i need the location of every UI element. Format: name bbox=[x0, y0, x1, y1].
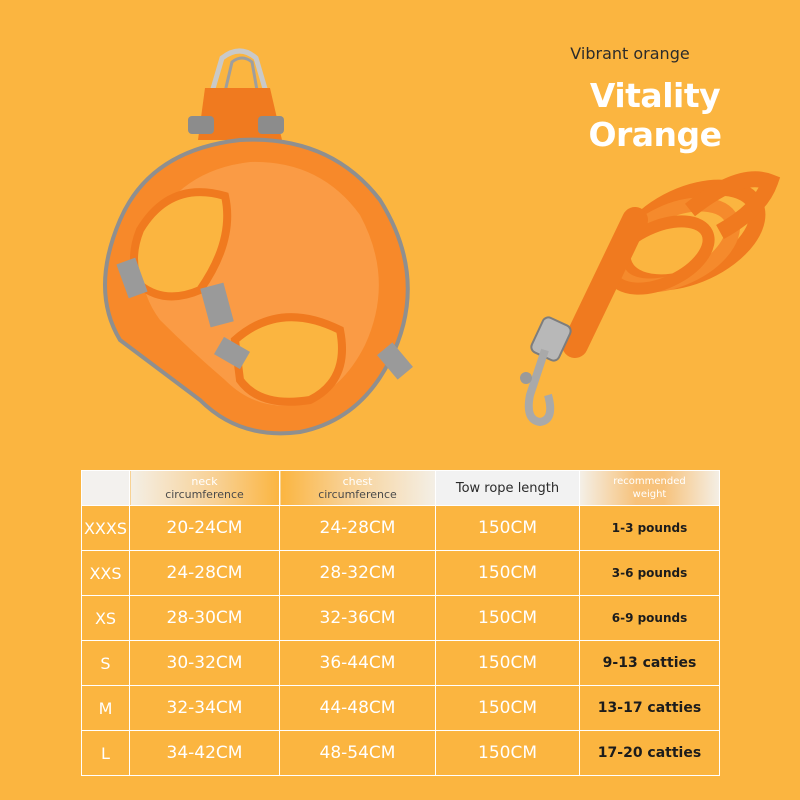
chest-cell: 32-36CM bbox=[279, 595, 436, 641]
neck-cell: 34-42CM bbox=[129, 730, 280, 776]
table-row: XXXS 20-24CM 24-28CM 150CM 1-3 pounds bbox=[81, 505, 720, 551]
rope-cell: 150CM bbox=[435, 730, 580, 776]
weight-cell: 13-17 catties bbox=[579, 685, 720, 731]
table-row: S 30-32CM 36-44CM 150CM 9-13 catties bbox=[81, 640, 720, 686]
product-illustration bbox=[103, 48, 781, 436]
weight-cell: 9-13 catties bbox=[579, 640, 720, 686]
rope-cell: 150CM bbox=[435, 640, 580, 686]
size-cell: M bbox=[81, 685, 130, 731]
rope-cell: 150CM bbox=[435, 505, 580, 551]
table-row: XXS 24-28CM 28-32CM 150CM 3-6 pounds bbox=[81, 550, 720, 596]
header-chest-line2: circumference bbox=[318, 488, 397, 501]
neck-cell: 32-34CM bbox=[129, 685, 280, 731]
table-row: XS 28-30CM 32-36CM 150CM 6-9 pounds bbox=[81, 595, 720, 641]
leash-image bbox=[520, 171, 781, 427]
color-subtitle: Vibrant orange bbox=[570, 44, 690, 63]
header-neck-line2: circumference bbox=[165, 488, 244, 501]
neck-cell: 28-30CM bbox=[129, 595, 280, 641]
size-cell: L bbox=[81, 730, 130, 776]
chest-cell: 24-28CM bbox=[279, 505, 436, 551]
size-cell: XXS bbox=[81, 550, 130, 596]
table-row: M 32-34CM 44-48CM 150CM 13-17 catties bbox=[81, 685, 720, 731]
size-cell: S bbox=[81, 640, 130, 686]
neck-cell: 30-32CM bbox=[129, 640, 280, 686]
table-header-row: neck circumference chest circumference T… bbox=[81, 470, 720, 506]
header-weight-line1: recommended bbox=[613, 476, 686, 487]
table-row: L 34-42CM 48-54CM 150CM 17-20 catties bbox=[81, 730, 720, 776]
header-recommended-weight: recommended weight bbox=[579, 470, 720, 506]
weight-cell: 6-9 pounds bbox=[579, 595, 720, 641]
color-title: Vitality Orange bbox=[588, 76, 722, 154]
chest-cell: 48-54CM bbox=[279, 730, 436, 776]
weight-cell: 1-3 pounds bbox=[579, 505, 720, 551]
neck-cell: 20-24CM bbox=[129, 505, 280, 551]
header-corner bbox=[81, 470, 130, 506]
size-cell: XS bbox=[81, 595, 130, 641]
chest-cell: 36-44CM bbox=[279, 640, 436, 686]
header-neck-line1: neck bbox=[191, 475, 218, 488]
harness-image bbox=[103, 48, 413, 436]
header-tow-rope-length: Tow rope length bbox=[435, 470, 580, 506]
rope-cell: 150CM bbox=[435, 550, 580, 596]
weight-cell: 3-6 pounds bbox=[579, 550, 720, 596]
chest-cell: 28-32CM bbox=[279, 550, 436, 596]
size-cell: XXXS bbox=[81, 505, 130, 551]
header-neck-circumference: neck circumference bbox=[129, 470, 280, 506]
size-chart-table: neck circumference chest circumference T… bbox=[81, 470, 720, 776]
weight-cell: 17-20 catties bbox=[579, 730, 720, 776]
header-chest-line1: chest bbox=[342, 475, 373, 488]
rope-cell: 150CM bbox=[435, 595, 580, 641]
header-weight-line2: weight bbox=[632, 489, 667, 500]
rope-cell: 150CM bbox=[435, 685, 580, 731]
chest-cell: 44-48CM bbox=[279, 685, 436, 731]
header-chest-circumference: chest circumference bbox=[279, 470, 436, 506]
neck-cell: 24-28CM bbox=[129, 550, 280, 596]
